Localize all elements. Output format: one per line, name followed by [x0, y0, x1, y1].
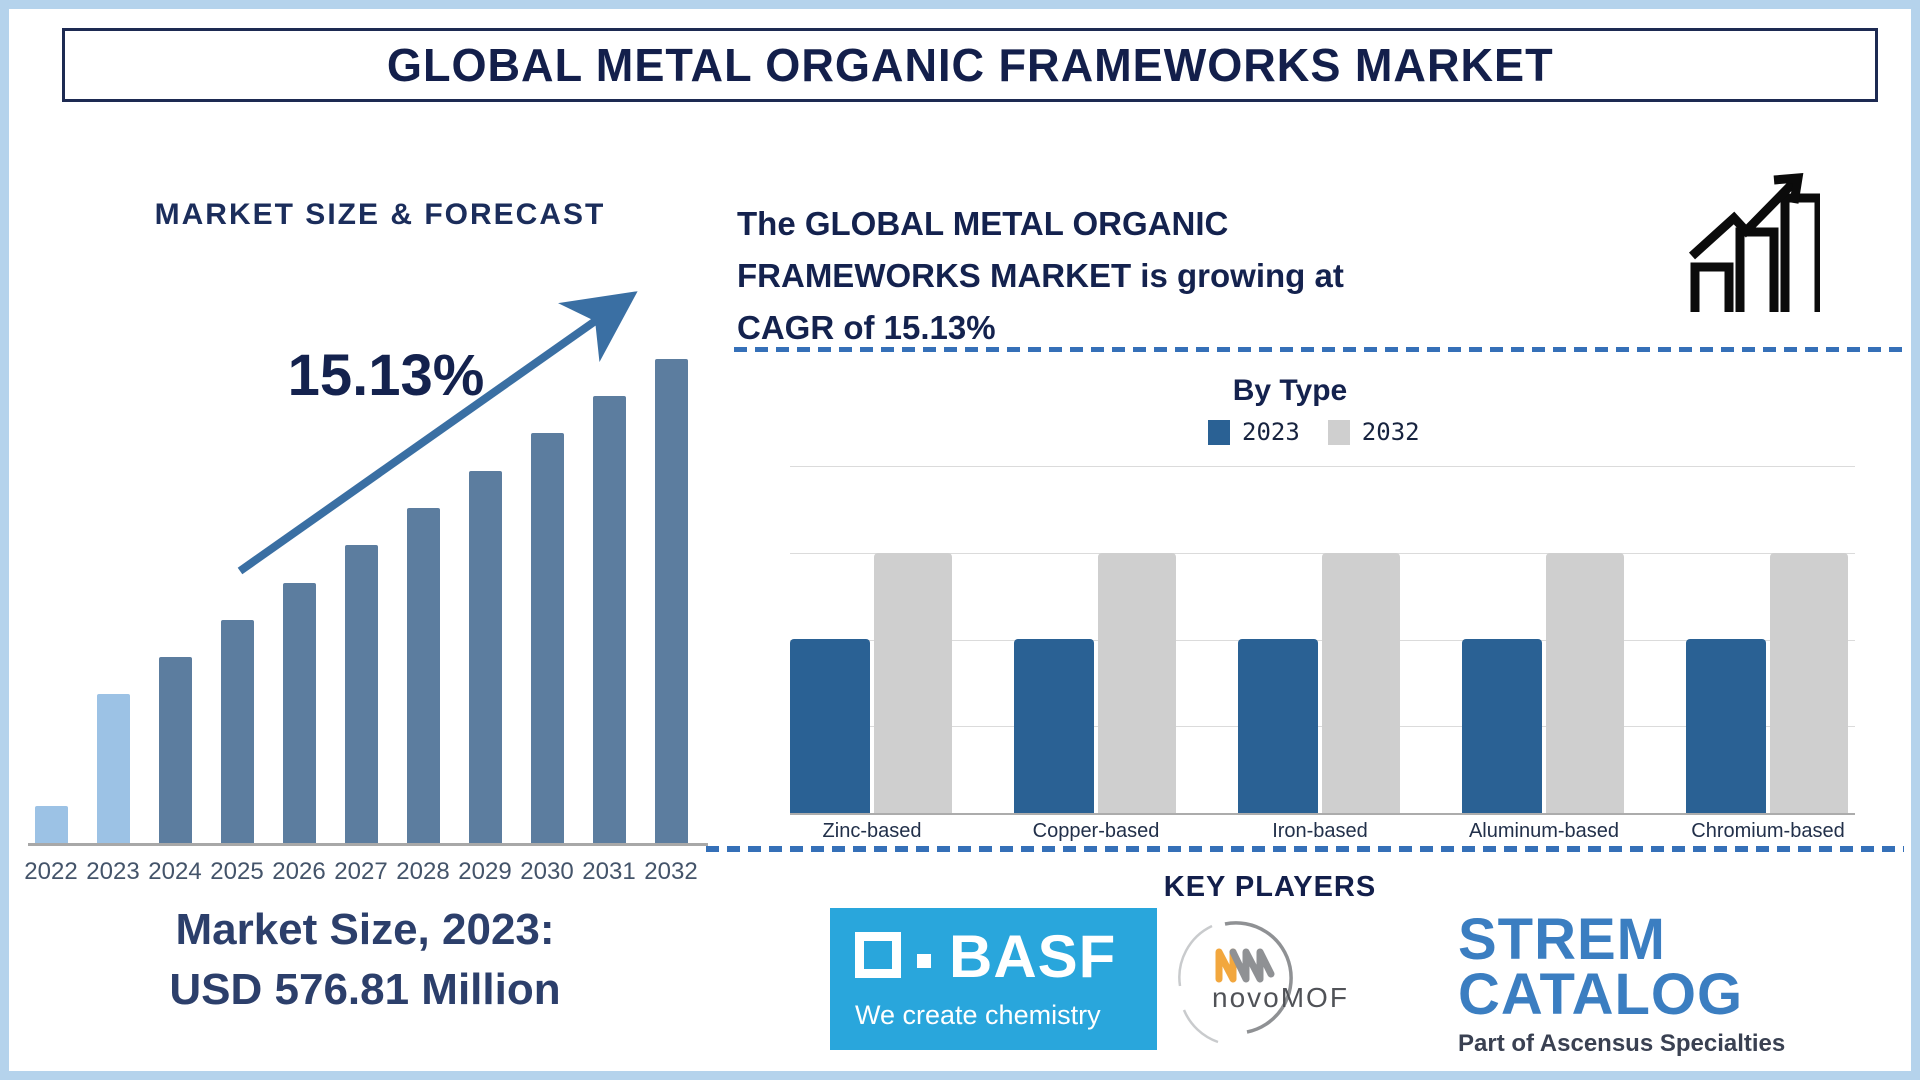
- legend-item-2032: 2032: [1327, 418, 1420, 446]
- year-label-2032: 2032: [644, 858, 698, 885]
- market-size-caption: Market Size, 2023: USD 576.81 Million: [50, 900, 680, 1020]
- legend-label-2032: 2032: [1361, 418, 1420, 446]
- bar-2023-Aluminum-based: [1462, 639, 1542, 813]
- bar-2023-Iron-based: [1238, 639, 1318, 813]
- novomof-mark-orange: [1215, 948, 1237, 983]
- growth-trend-arrow-icon: [237, 291, 638, 575]
- strem-wordmark-line2: CATALOG: [1458, 962, 1744, 1027]
- year-label-2022: 2022: [24, 858, 78, 885]
- year-label-2030: 2030: [520, 858, 574, 885]
- market-bar-2025: [221, 620, 254, 843]
- bar-2032-Aluminum-based: [1546, 553, 1624, 813]
- by-type-chart-legend: 2023 2032: [1208, 418, 1420, 446]
- bar-2032-Iron-based: [1322, 553, 1400, 813]
- growth-headline-line1: The GLOBAL METAL ORGANIC: [737, 205, 1229, 242]
- title-banner: GLOBAL METAL ORGANIC FRAMEWORKS MARKET: [62, 28, 1878, 102]
- strem-wordmark-line1: STREM: [1458, 907, 1666, 972]
- legend-swatch-2032: [1327, 419, 1350, 445]
- year-label-2031: 2031: [582, 858, 636, 885]
- growth-headline-line3: CAGR of 15.13%: [737, 309, 996, 346]
- cagr-value-label: 15.13%: [287, 343, 485, 408]
- year-label-2026: 2026: [272, 858, 326, 885]
- dashed-divider-top: [734, 347, 1904, 352]
- bar-2023-Zinc-based: [790, 639, 870, 813]
- strem-catalog-logo: STREM CATALOG Part of Ascensus Specialti…: [1458, 907, 1786, 1058]
- novomof-wordmark-lower: novo: [1212, 982, 1281, 1013]
- legend-swatch-2023: [1208, 419, 1230, 445]
- basf-tagline: We create chemistry: [855, 1000, 1101, 1030]
- basf-wordmark: BASF: [949, 923, 1117, 990]
- novomof-dark-arc: [1224, 921, 1293, 1034]
- category-label-Iron-based: Iron-based: [1272, 820, 1368, 842]
- market-bar-2027: [345, 545, 378, 843]
- novomof-wordmark-upper: MOF: [1280, 982, 1349, 1013]
- bar-chart-growth-icon: [1688, 173, 1820, 312]
- novomof-light-arc-top: [1178, 924, 1213, 987]
- novomof-wordmark: novoMOF: [1212, 982, 1349, 1014]
- category-label-Copper-based: Copper-based: [1032, 820, 1160, 842]
- strem-tagline: Part of Ascensus Specialties: [1458, 1030, 1786, 1057]
- bar-2032-Copper-based: [1098, 553, 1176, 813]
- novomof-light-arc-bottom: [1182, 1009, 1219, 1044]
- right-chart-x-axis-line: [790, 813, 1855, 815]
- year-label-2029: 2029: [458, 858, 512, 885]
- dashed-divider-bottom: [706, 846, 1904, 852]
- category-label-Aluminum-based: Aluminum-based: [1468, 820, 1620, 842]
- bar-2032-Chromium-based: [1770, 553, 1848, 813]
- category-label-Chromium-based: Chromium-based: [1691, 820, 1845, 842]
- novomof-logo-icon: [1178, 921, 1293, 1044]
- year-label-2025: 2025: [210, 858, 264, 885]
- market-bar-2022: [35, 806, 68, 843]
- key-players-heading: KEY PLAYERS: [1163, 871, 1377, 903]
- basf-outline-square-icon: [855, 932, 901, 978]
- market-bar-2023: [97, 694, 130, 843]
- market-size-caption-line2: USD 576.81 Million: [169, 965, 561, 1014]
- year-label-2028: 2028: [396, 858, 450, 885]
- basf-solid-square-icon: [917, 954, 931, 968]
- market-bar-2032: [655, 359, 688, 843]
- novomof-mark-gray: [1229, 948, 1275, 983]
- market-bar-2031: [593, 396, 626, 843]
- market-bar-2026: [283, 583, 316, 843]
- market-bar-2030: [531, 433, 564, 843]
- page-title: GLOBAL METAL ORGANIC FRAMEWORKS MARKET: [386, 39, 1554, 91]
- basf-logo: BASF We create chemistry: [830, 908, 1157, 1050]
- left-chart-title: MARKET SIZE & FORECAST: [154, 198, 606, 231]
- legend-item-2023: 2023: [1208, 418, 1300, 446]
- market-bar-2028: [407, 508, 440, 843]
- market-size-caption-line1: Market Size, 2023:: [175, 905, 555, 954]
- by-type-chart-title: By Type: [1232, 374, 1348, 407]
- market-bar-2029: [469, 471, 502, 843]
- left-chart-x-axis-line: [28, 843, 708, 846]
- growth-headline-line2: FRAMEWORKS MARKET is growing at: [737, 257, 1344, 294]
- year-label-2023: 2023: [86, 858, 140, 885]
- bar-2032-Zinc-based: [874, 553, 952, 813]
- year-label-2027: 2027: [334, 858, 388, 885]
- year-label-2024: 2024: [148, 858, 202, 885]
- growth-headline: The GLOBAL METAL ORGANIC FRAMEWORKS MARK…: [737, 198, 1344, 354]
- bar-2023-Copper-based: [1014, 639, 1094, 813]
- gridline: [790, 466, 1855, 467]
- bar-2023-Chromium-based: [1686, 639, 1766, 813]
- legend-label-2023: 2023: [1242, 418, 1300, 446]
- market-bar-2024: [159, 657, 192, 843]
- category-label-Zinc-based: Zinc-based: [822, 820, 922, 842]
